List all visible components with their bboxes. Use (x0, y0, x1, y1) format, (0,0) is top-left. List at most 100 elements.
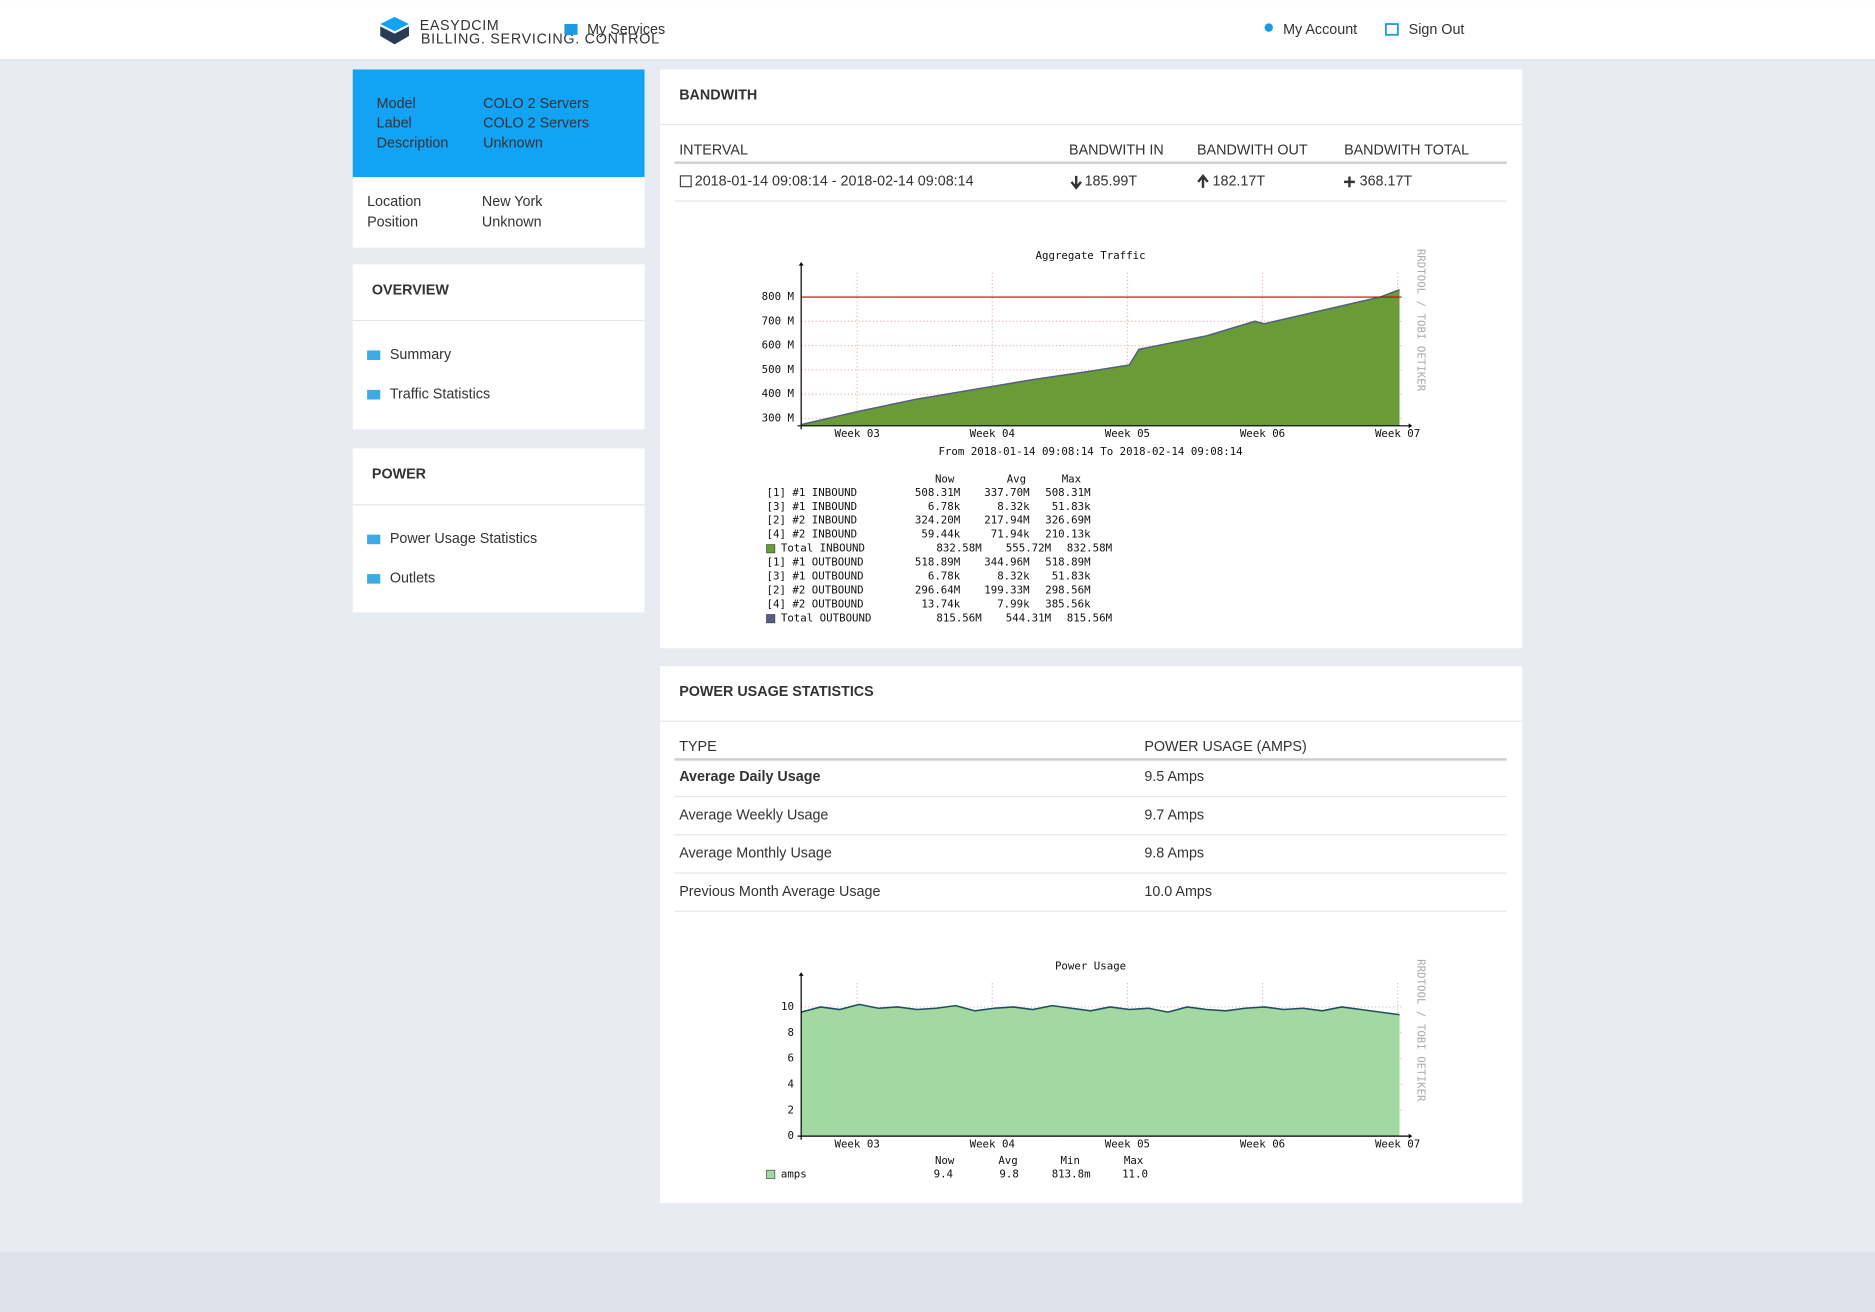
table-header: BANDWITH TOTAL (1344, 143, 1469, 159)
legend-value: 6.78k (928, 500, 961, 513)
legend-value: 518.89M (1045, 556, 1091, 569)
legend-swatch (766, 544, 776, 554)
info-value: COLO 2 Servers (483, 116, 589, 132)
table-header: POWER USAGE (AMPS) (1144, 739, 1306, 755)
area (801, 1004, 1400, 1137)
legend-value: 518.89M (915, 556, 961, 569)
legend-header: Now (935, 473, 955, 486)
x-tick-label: Week 05 (1105, 1137, 1150, 1150)
device-info-box (352, 69, 645, 178)
y-tick-label: 4 (788, 1077, 794, 1090)
legend-value: 7.99k (997, 598, 1030, 611)
menu-icon (367, 389, 381, 400)
y-tick-label: 8 (788, 1026, 794, 1039)
info-label: Label (377, 116, 412, 132)
y-tick-label: 800 M (762, 290, 795, 303)
legend-value: 71.94k (991, 528, 1030, 541)
panel-title: BANDWITH (679, 88, 757, 104)
legend-header: Now (935, 1154, 955, 1167)
nav-link[interactable]: My Services (587, 22, 665, 38)
location-value: Unknown (482, 214, 542, 230)
y-tick-label: 6 (788, 1052, 794, 1065)
footer (0, 1252, 1875, 1312)
logo-text: EASYDCIM (420, 18, 500, 34)
x-tick-label: Week 03 (834, 427, 879, 440)
table-cell: Average Weekly Usage (679, 807, 828, 823)
location-value: New York (482, 194, 543, 210)
menu-link[interactable]: Power Usage Statistics (390, 531, 537, 547)
table-cell: 9.7 Amps (1144, 807, 1204, 823)
nav-link[interactable]: My Account (1283, 22, 1357, 38)
info-value: COLO 2 Servers (483, 96, 589, 112)
chart-side-label: RRDTOOL / TOBI OETIKER (1415, 959, 1428, 1102)
legend-value: 813.8m (1052, 1167, 1091, 1180)
legend-value: 832.58M (936, 542, 982, 555)
legend-label: [2] #2 OUTBOUND (767, 584, 864, 597)
legend-header: Max (1124, 1154, 1144, 1167)
legend-label: [1] #1 INBOUND (767, 486, 858, 499)
legend-value: 815.56M (936, 612, 982, 625)
menu-icon (367, 350, 381, 361)
signout-icon (1385, 23, 1399, 36)
legend-value: 508.31M (1045, 486, 1091, 499)
legend-value: 832.58M (1067, 542, 1113, 555)
legend-value: 6.78k (928, 570, 961, 583)
info-label: Description (377, 135, 449, 151)
table-cell: Previous Month Average Usage (679, 884, 880, 900)
menu-link[interactable]: Outlets (390, 571, 435, 587)
menu-link[interactable]: Traffic Statistics (390, 387, 490, 403)
panel-title: POWER (372, 467, 427, 483)
table-cell: Average Daily Usage (679, 769, 820, 785)
legend-value: 210.13k (1045, 528, 1091, 541)
table-cell: 368.17T (1360, 174, 1413, 190)
table-cell: 10.0 Amps (1144, 884, 1212, 900)
table-header: BANDWITH IN (1069, 143, 1164, 159)
location-label: Location (367, 194, 421, 210)
legend-label: [3] #1 OUTBOUND (767, 570, 864, 583)
x-tick-label: Week 04 (970, 427, 1015, 440)
y-tick-label: 600 M (762, 339, 795, 352)
menu-link[interactable]: Summary (390, 347, 452, 363)
y-tick-label: 300 M (762, 412, 795, 425)
series-line (801, 289, 1400, 426)
y-tick-label: 500 M (762, 363, 795, 376)
legend-value: 59.44k (921, 528, 960, 541)
legend-value: 326.69M (1045, 514, 1091, 527)
top-bar (0, 0, 1875, 60)
y-tick-label: 700 M (762, 314, 795, 327)
legend-label: [2] #2 INBOUND (767, 514, 858, 527)
legend-value: 217.94M (984, 514, 1030, 527)
legend-value: 51.83k (1052, 570, 1091, 583)
legend-value: 344.96M (984, 556, 1030, 569)
legend-value: 296.64M (915, 584, 961, 597)
legend-header: Max (1062, 473, 1082, 486)
legend-value: 385.56k (1045, 598, 1091, 611)
legend-label: [4] #2 OUTBOUND (767, 598, 864, 611)
info-label: Model (377, 96, 416, 112)
chart-title: Aggregate Traffic (1036, 249, 1146, 262)
table-header: INTERVAL (679, 143, 748, 159)
series-line (800, 1003, 1400, 1016)
legend-label: amps (781, 1167, 807, 1180)
legend-header: Min (1061, 1154, 1080, 1167)
arrow-down-icon (1070, 175, 1082, 190)
arrow-up-icon (1197, 173, 1209, 188)
legend-value: 337.70M (984, 486, 1030, 499)
y-tick-label: 10 (781, 1000, 794, 1013)
menu-icon (367, 534, 381, 545)
legend-value: 298.56M (1045, 584, 1091, 597)
legend-value: 544.31M (1006, 612, 1052, 625)
x-tick-label: Week 03 (834, 1137, 879, 1150)
power-panel (352, 448, 645, 613)
y-tick-label: 400 M (762, 387, 795, 400)
legend-value: 508.31M (915, 486, 961, 499)
nav-link[interactable]: Sign Out (1409, 22, 1465, 38)
chart-title: Power Usage (1055, 959, 1126, 972)
chart-subtitle: From 2018-01-14 09:08:14 To 2018-02-14 0… (938, 445, 1242, 458)
y-tick-label: 0 (788, 1129, 794, 1142)
x-tick-label: Week 07 (1375, 427, 1420, 440)
info-value: Unknown (483, 135, 543, 151)
table-cell: 185.99T (1085, 174, 1138, 190)
